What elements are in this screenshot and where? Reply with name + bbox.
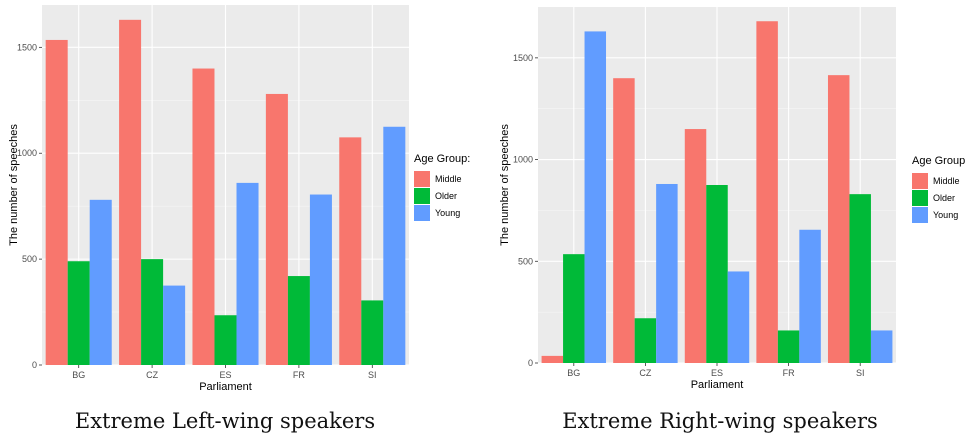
bar-older-es [706,185,728,363]
bar-middle-fr [756,21,778,364]
y-axis-title: The number of speeches [8,124,20,246]
x-axis-title: Parliament [691,379,744,391]
bar-young-cz [163,285,186,365]
x-tick-label: FR [293,370,305,380]
legend-label-middle: Middle [933,176,960,186]
y-tick-label: 1500 [17,42,37,52]
right-wing-chart: 0 500 1000 1500 BG CZ ES FR SI Parliament The numb… [499,7,965,433]
x-tick-label: ES [711,368,723,378]
bar-middle-fr [265,93,288,366]
legend-key-young [912,207,928,223]
legend-label-middle: Middle [435,174,462,184]
x-tick-label: CZ [146,370,158,380]
x-tick-label: FR [783,368,795,378]
legend-label-young: Young [933,210,958,220]
y-tick-label: 500 [22,254,37,264]
bar-middle-bg [45,39,68,366]
bar-young-bg [584,31,607,363]
bar-older-cz [634,318,657,363]
bar-young-bg [89,199,112,365]
bar-middle-cz [613,78,635,363]
bar-middle-cz [119,19,142,366]
bar-older-bg [67,261,90,365]
y-tick-label: 0 [528,358,533,368]
legend-key-middle [414,171,430,187]
bar-young-es [727,271,750,363]
y-tick-label: 0 [32,360,37,370]
x-tick-label: SI [368,370,377,380]
legend-title: Age Group: [414,153,470,165]
x-tick-label: ES [219,370,231,380]
bar-middle-si [339,137,362,365]
legend-label-young: Young [435,208,460,218]
left-wing-chart: 0 500 1000 1500 BG CZ ES FR SI Parliament The numb… [8,5,470,433]
y-tick-label: 500 [518,256,533,266]
y-tick-label: 1000 [513,155,533,165]
bar-middle-es [192,68,215,365]
chart-caption: Extreme Right-wing speakers [562,409,878,433]
legend-label-older: Older [933,193,955,203]
bar-middle-es [684,129,707,363]
legend-key-young [414,205,430,221]
bar-older-es [214,315,237,365]
bar-older-fr [287,276,310,365]
bar-middle-si [827,75,850,364]
y-axis-title: The number of speeches [499,124,511,246]
x-tick-label: BG [567,368,580,378]
x-tick-label: BG [72,370,85,380]
legend-title: Age Group: [912,155,965,167]
bar-young-fr [799,229,821,363]
x-tick-label: CZ [639,368,651,378]
legend-key-older [414,188,430,204]
x-axis-title: Parliament [199,381,252,393]
bar-middle-bg [541,355,564,363]
bar-older-bg [563,254,585,363]
bar-older-cz [141,259,164,365]
legend-key-middle [912,173,928,189]
legend-label-older: Older [435,191,457,201]
legend-key-older [912,190,928,206]
y-tick-label: 1000 [17,148,37,158]
y-tick-label: 1500 [513,53,533,63]
bar-older-si [849,194,871,363]
bar-young-es [236,182,259,365]
bar-young-si [383,126,406,365]
bar-young-fr [309,194,332,365]
bar-young-cz [656,183,678,363]
bar-older-fr [777,330,800,363]
chart-caption: Extreme Left-wing speakers [75,409,375,433]
bar-young-si [870,330,893,363]
bar-older-si [361,300,384,365]
x-tick-label: SI [856,368,865,378]
